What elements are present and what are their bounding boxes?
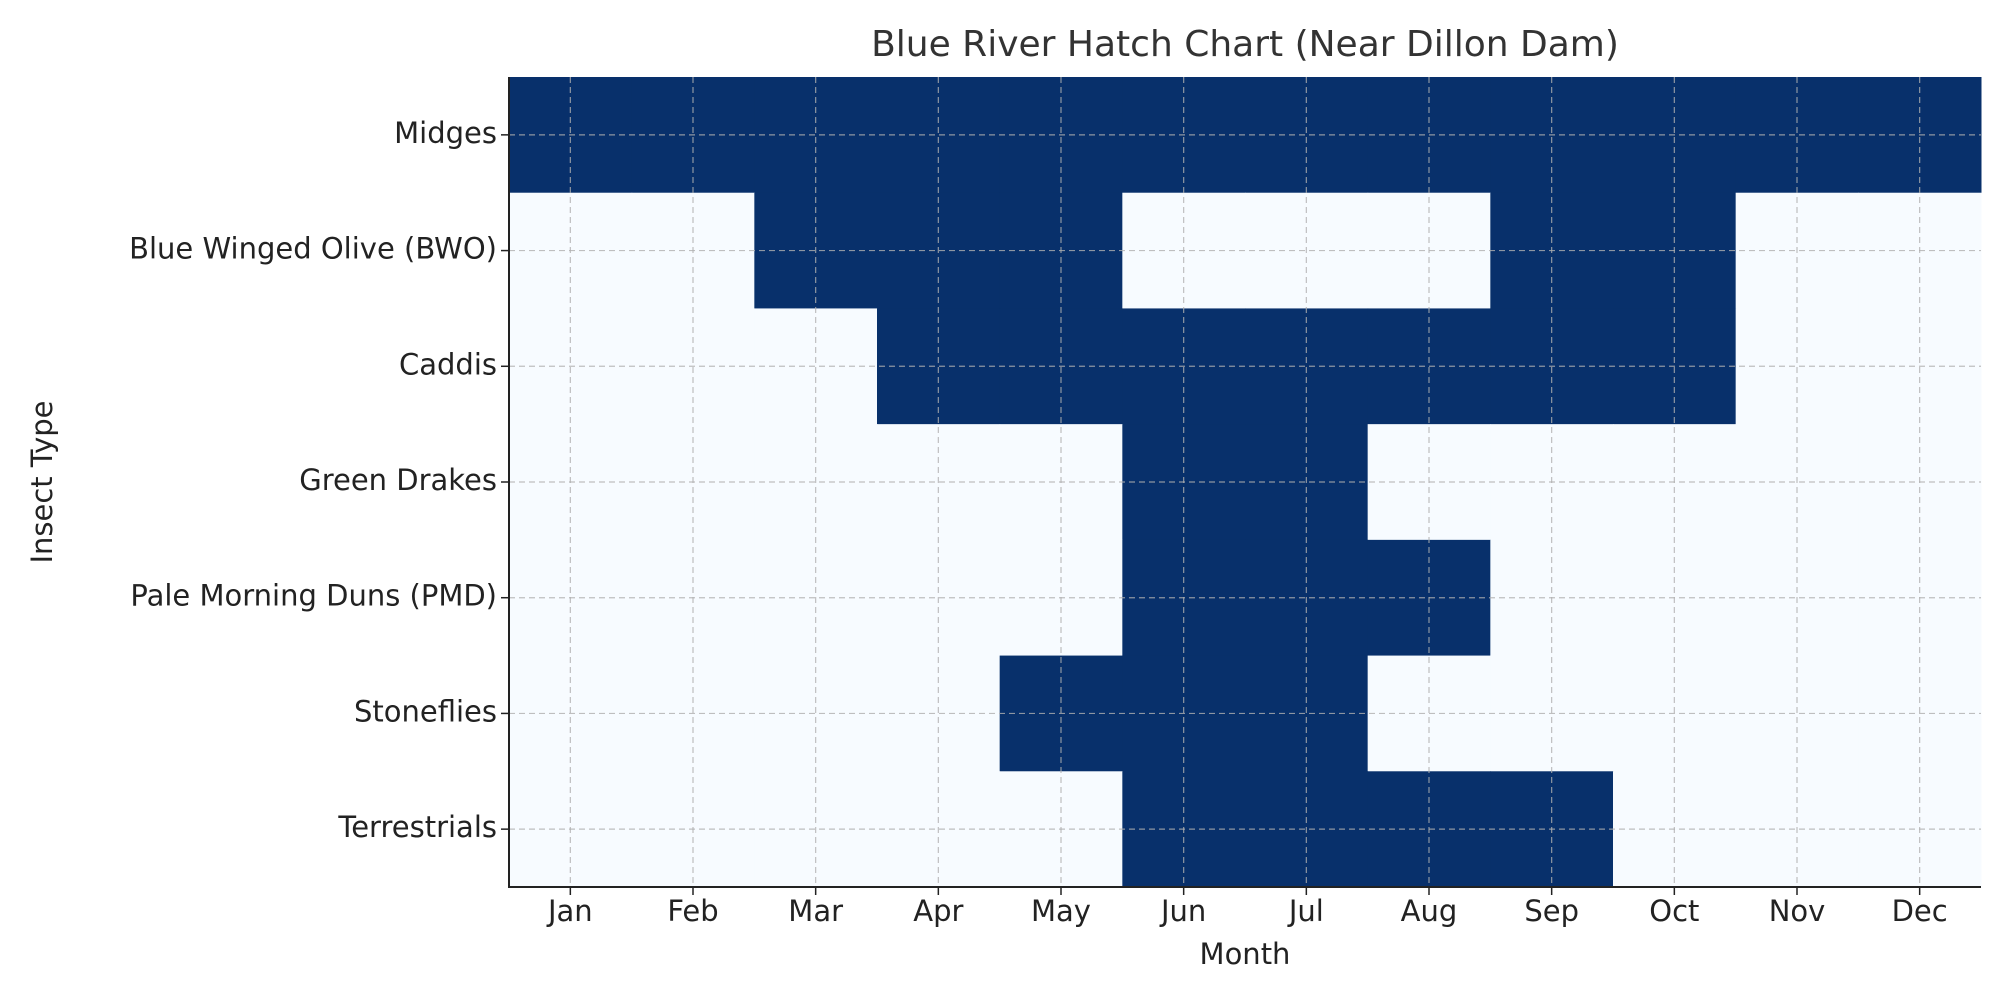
x-tick-label: Dec: [1892, 894, 1948, 928]
y-tick-label: Pale Morning Duns (PMD): [130, 579, 497, 613]
x-tick-label: Apr: [913, 894, 963, 928]
x-axis-label: Month: [1200, 937, 1291, 971]
y-tick-label: Terrestrials: [337, 810, 497, 844]
x-tick-label: Nov: [1769, 894, 1826, 928]
heatmap-cell: [1735, 77, 1859, 194]
y-tick-label: Stoneflies: [354, 694, 497, 728]
x-tick-label: Aug: [1401, 894, 1458, 928]
chart-title: Blue River Hatch Chart (Near Dillon Dam): [871, 24, 1619, 65]
x-tick-label: Oct: [1649, 894, 1699, 928]
y-tick-label: Blue Winged Olive (BWO): [129, 232, 497, 266]
y-tick-label: Midges: [394, 116, 497, 150]
grid: [509, 77, 1981, 887]
x-tick-label: Sep: [1524, 894, 1579, 928]
x-tick-label: Mar: [788, 894, 843, 928]
y-tick-label: Green Drakes: [299, 463, 497, 497]
x-tick-label: Feb: [667, 894, 718, 928]
heatmap-cell: [1245, 77, 1369, 194]
x-tick-label: Jul: [1287, 894, 1324, 928]
y-axis-label: Insect Type: [25, 400, 59, 563]
x-tick-label: Jan: [546, 894, 593, 928]
x-tick-label: May: [1031, 894, 1091, 928]
y-tick-label: Caddis: [399, 347, 497, 381]
x-tick-label: Jun: [1159, 894, 1206, 928]
